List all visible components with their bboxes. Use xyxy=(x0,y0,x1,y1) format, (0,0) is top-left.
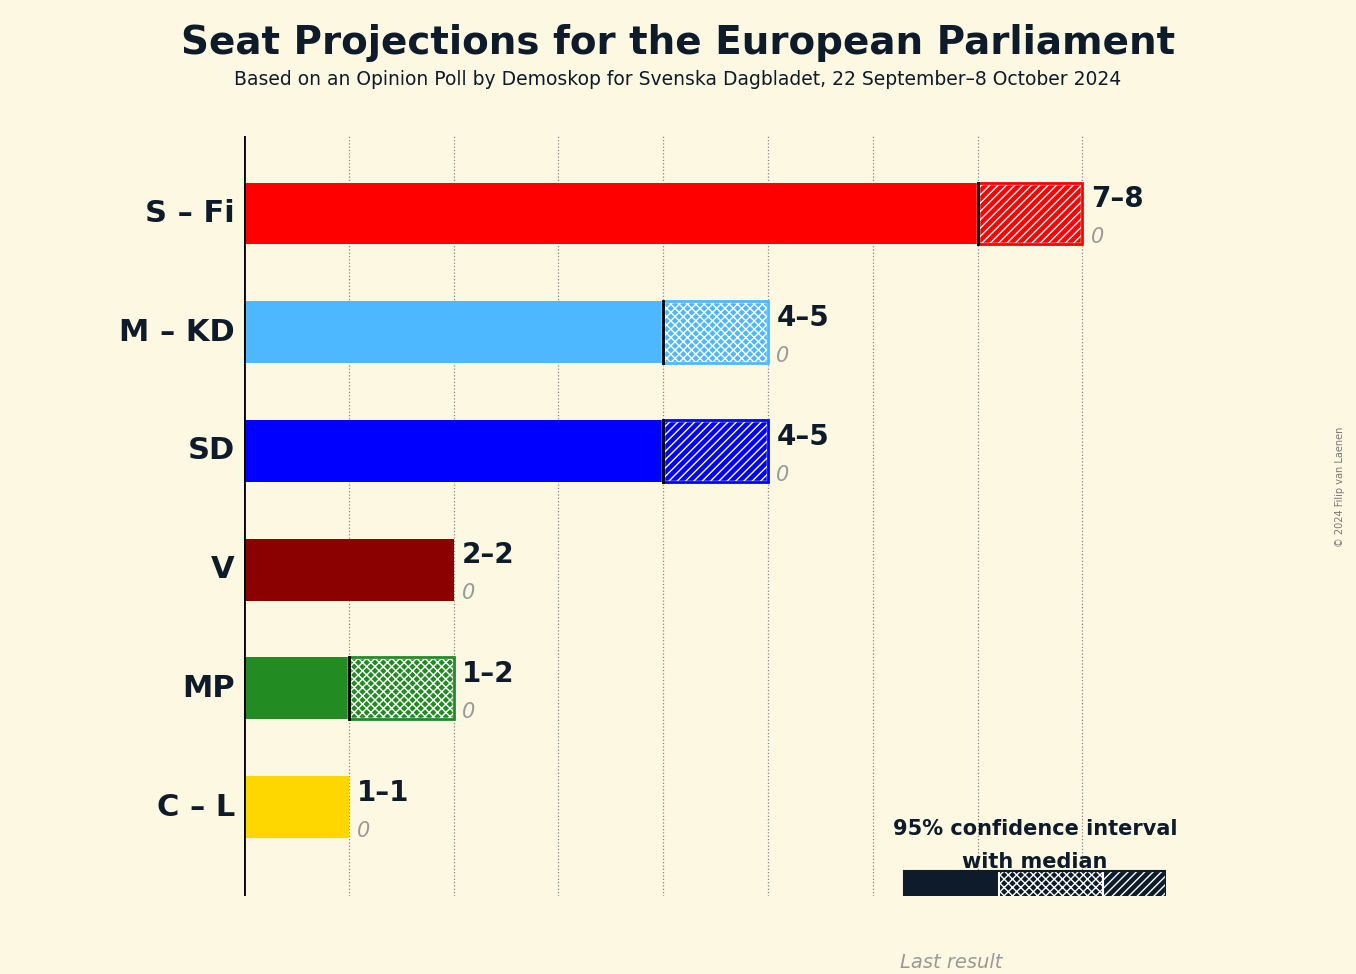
Bar xyxy=(663,301,767,363)
Bar xyxy=(244,301,663,363)
Text: 2–2: 2–2 xyxy=(462,542,515,570)
Bar xyxy=(244,657,348,719)
Text: 1–1: 1–1 xyxy=(357,779,410,806)
Text: 0: 0 xyxy=(462,583,475,603)
Text: 95% confidence interval: 95% confidence interval xyxy=(894,819,1177,839)
Bar xyxy=(978,183,1082,244)
Text: 0: 0 xyxy=(1090,227,1104,247)
Text: Seat Projections for the European Parliament: Seat Projections for the European Parlia… xyxy=(180,24,1176,62)
Bar xyxy=(663,301,767,363)
Bar xyxy=(244,183,978,244)
Text: Last result: Last result xyxy=(900,953,1002,972)
Bar xyxy=(998,871,1104,905)
Text: S – Fi: S – Fi xyxy=(145,199,235,228)
Bar xyxy=(348,657,454,719)
Text: 4–5: 4–5 xyxy=(777,423,829,451)
Text: with median: with median xyxy=(963,852,1108,872)
Bar xyxy=(244,776,348,838)
Text: 0: 0 xyxy=(777,346,789,366)
Bar xyxy=(348,657,454,719)
Text: SD: SD xyxy=(187,436,235,466)
Bar xyxy=(1104,871,1166,905)
Bar xyxy=(663,420,767,482)
Text: 4–5: 4–5 xyxy=(777,304,829,332)
Bar xyxy=(244,420,663,482)
Bar xyxy=(978,183,1082,244)
Bar xyxy=(904,927,998,944)
Bar xyxy=(663,420,767,482)
Text: C – L: C – L xyxy=(156,793,235,821)
Text: © 2024 Filip van Laenen: © 2024 Filip van Laenen xyxy=(1336,427,1345,547)
Text: M – KD: M – KD xyxy=(119,318,235,347)
Bar xyxy=(904,871,998,905)
Text: 1–2: 1–2 xyxy=(462,660,514,688)
Text: Based on an Opinion Poll by Demoskop for Svenska Dagbladet, 22 September–8 Octob: Based on an Opinion Poll by Demoskop for… xyxy=(235,70,1121,90)
Text: 0: 0 xyxy=(357,821,370,841)
Text: 0: 0 xyxy=(462,702,475,722)
Bar xyxy=(244,539,454,601)
Text: 0: 0 xyxy=(777,465,789,485)
Bar xyxy=(904,871,1166,905)
Text: 7–8: 7–8 xyxy=(1090,185,1143,213)
Text: V: V xyxy=(212,555,235,584)
Text: MP: MP xyxy=(182,674,235,703)
